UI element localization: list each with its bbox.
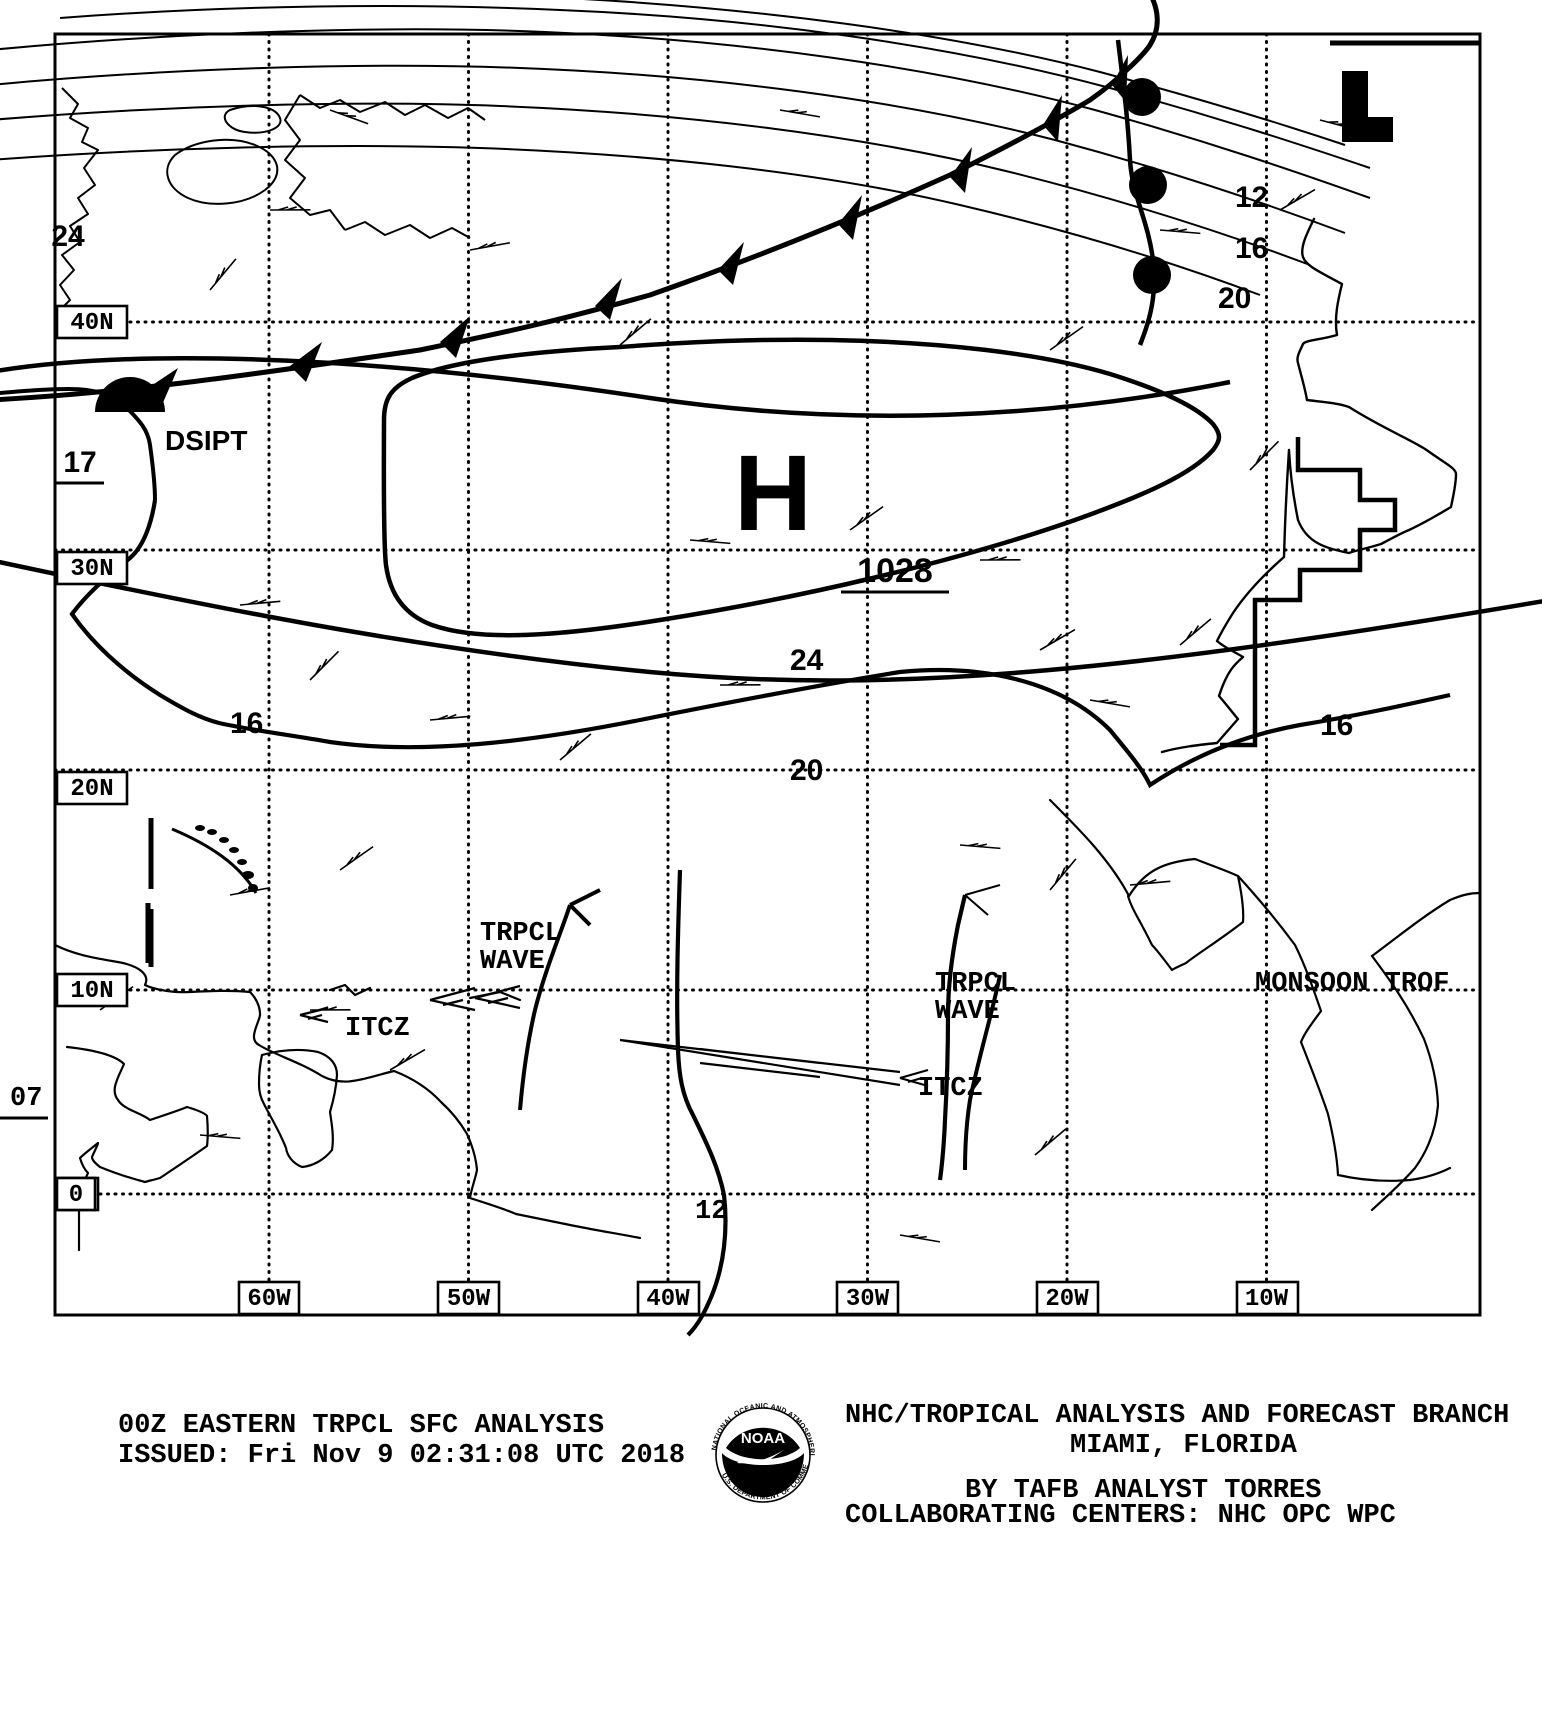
svg-text:20: 20 bbox=[790, 754, 823, 787]
svg-text:0: 0 bbox=[69, 1182, 83, 1209]
svg-text:40W: 40W bbox=[646, 1286, 690, 1313]
svg-text:H: H bbox=[734, 432, 812, 553]
svg-text:20W: 20W bbox=[1045, 1286, 1089, 1313]
svg-text:ITCZ: ITCZ bbox=[345, 1014, 410, 1044]
svg-text:COLLABORATING CENTERS: NHC OP: COLLABORATING CENTERS: NHC OPC WPC bbox=[845, 1501, 1396, 1531]
svg-text:30W: 30W bbox=[846, 1286, 890, 1313]
svg-text:20N: 20N bbox=[70, 776, 113, 803]
svg-text:10W: 10W bbox=[1245, 1286, 1289, 1313]
svg-text:ITCZ: ITCZ bbox=[918, 1074, 983, 1104]
svg-text:NOAA: NOAA bbox=[741, 1430, 785, 1447]
svg-text:24: 24 bbox=[51, 220, 85, 253]
svg-text:16: 16 bbox=[1235, 232, 1268, 265]
svg-text:60W: 60W bbox=[247, 1286, 291, 1313]
svg-text:TRPCL: TRPCL bbox=[935, 969, 1016, 999]
svg-text:30N: 30N bbox=[70, 556, 113, 583]
svg-text:12: 12 bbox=[695, 1197, 727, 1227]
svg-text:12: 12 bbox=[1235, 181, 1268, 214]
svg-text:40N: 40N bbox=[70, 310, 113, 337]
svg-text:1028: 1028 bbox=[857, 552, 933, 590]
svg-text:MIAMI, FLORIDA: MIAMI, FLORIDA bbox=[1070, 1431, 1298, 1461]
svg-text:MONSOON TROF: MONSOON TROF bbox=[1255, 969, 1449, 999]
svg-text:NHC/TROPICAL ANALYSIS AND FORE: NHC/TROPICAL ANALYSIS AND FORECAST BRANC… bbox=[845, 1401, 1509, 1431]
svg-text:ISSUED: Fri Nov 9 02:31:08 UTC: ISSUED: Fri Nov 9 02:31:08 UTC 2018 bbox=[118, 1441, 685, 1471]
svg-text:DSIPT: DSIPT bbox=[165, 425, 247, 456]
svg-text:07: 07 bbox=[10, 1084, 42, 1114]
svg-text:16: 16 bbox=[1320, 709, 1353, 742]
svg-text:20: 20 bbox=[1218, 282, 1251, 315]
svg-text:50W: 50W bbox=[447, 1286, 491, 1313]
svg-text:16: 16 bbox=[230, 707, 263, 740]
svg-text:17: 17 bbox=[63, 446, 96, 479]
svg-text:10N: 10N bbox=[70, 978, 113, 1005]
svg-text:WAVE: WAVE bbox=[480, 947, 545, 977]
svg-text:WAVE: WAVE bbox=[935, 997, 1000, 1027]
svg-text:24: 24 bbox=[790, 644, 824, 677]
svg-text:00Z EASTERN TRPCL SFC ANALYSIS: 00Z EASTERN TRPCL SFC ANALYSIS bbox=[118, 1411, 604, 1441]
svg-text:TRPCL: TRPCL bbox=[480, 919, 561, 949]
